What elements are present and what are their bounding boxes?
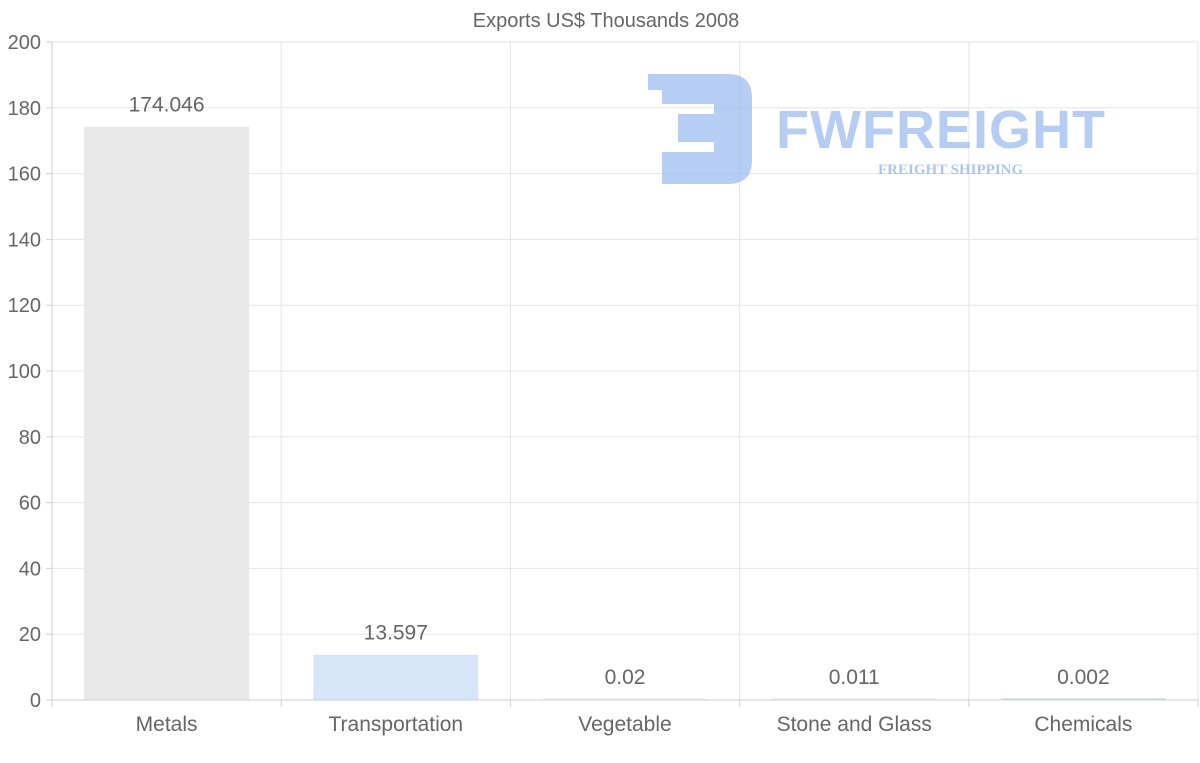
y-tick-label: 20 <box>19 624 41 646</box>
watermark-logo: FWFREIGHT FREIGHT SHIPPING <box>648 74 1106 184</box>
watermark-brand: FWFREIGHT <box>776 100 1106 160</box>
x-tick-label: Vegetable <box>578 713 671 736</box>
logo-mark-icon <box>648 74 752 184</box>
watermark-tagline: FREIGHT SHIPPING <box>878 162 1023 178</box>
y-tick-label: 120 <box>8 295 41 317</box>
y-tick-label: 100 <box>8 361 41 383</box>
y-tick-label: 180 <box>8 98 41 120</box>
y-tick-label: 80 <box>19 427 41 449</box>
data-label: 13.597 <box>364 621 428 644</box>
x-tick-label: Metals <box>136 713 198 736</box>
x-tick-label: Chemicals <box>1034 713 1132 736</box>
bar-metals[interactable] <box>84 126 250 701</box>
data-label: 0.02 <box>605 666 646 689</box>
bar-transportation[interactable] <box>313 654 479 701</box>
x-tick-label: Stone and Glass <box>777 713 932 736</box>
bar-layer <box>84 126 1166 701</box>
data-label: 174.046 <box>129 93 205 116</box>
y-tick-label: 0 <box>30 690 41 712</box>
x-tick-label: Transportation <box>328 713 463 736</box>
chart-title: Exports US$ Thousands 2008 <box>473 10 739 32</box>
data-label: 0.011 <box>829 666 880 689</box>
data-label: 0.002 <box>1057 666 1110 689</box>
y-tick-label: 40 <box>19 558 41 580</box>
y-tick-label: 60 <box>19 493 41 515</box>
data-label-layer: 174.046 13.597 0.02 0.011 0.002 <box>129 93 1110 689</box>
axis-layer: 0 20 40 60 80 100 120 140 160 180 200 Metals Transpo… <box>8 32 1199 736</box>
y-tick-label: 200 <box>8 32 41 54</box>
y-tick-label: 140 <box>8 229 41 251</box>
y-tick-label: 160 <box>8 164 41 186</box>
